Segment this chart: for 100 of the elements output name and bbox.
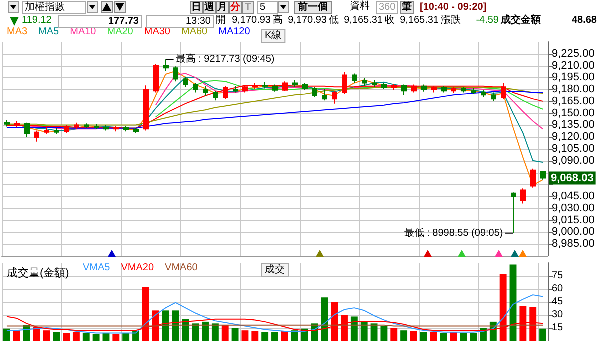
- bar: [232, 328, 239, 341]
- text: 資料: [350, 1, 371, 13]
- bar: [112, 334, 120, 341]
- y-tick-label: 9,195.00: [552, 72, 595, 84]
- text: 13:30: [146, 15, 214, 28]
- candlestick: [481, 90, 486, 98]
- text: 週: [203, 1, 216, 14]
- text: 前一個: [294, 1, 332, 14]
- text: 月: [216, 1, 229, 14]
- y-tick-label: 30: [552, 310, 564, 320]
- candlestick: [372, 80, 377, 88]
- text: 48.68: [570, 15, 597, 27]
- text: 9,165.31: [399, 15, 439, 27]
- text: [10:40 - 09:20]: [420, 2, 488, 14]
- candlestick: [421, 84, 427, 92]
- bar: [222, 325, 229, 341]
- y-tick-label: 60: [552, 284, 564, 294]
- text: 9,068.03: [551, 172, 594, 184]
- text: MA5: [38, 26, 60, 38]
- text: K線: [265, 30, 282, 42]
- candlestick: [163, 59, 169, 72]
- text: 漲跌: [441, 15, 462, 27]
- candlestick: [312, 86, 317, 98]
- bar: [92, 334, 100, 341]
- candlestick: [123, 126, 129, 132]
- candlestick: [292, 80, 298, 88]
- bar: [13, 330, 20, 341]
- y-tick-label: 9,180.00: [552, 84, 595, 96]
- candlestick: [84, 123, 89, 129]
- candlestick: [491, 92, 496, 102]
- text: MA120: [218, 26, 251, 38]
- text: 9,170.93: [287, 15, 327, 27]
- y-tick-label: 9,150.00: [552, 107, 595, 120]
- candlestick: [24, 122, 30, 138]
- candlestick: [262, 82, 268, 90]
- candlestick: [133, 128, 139, 134]
- bar: [102, 333, 110, 341]
- bar: [212, 324, 219, 341]
- bar: [281, 331, 288, 341]
- candlestick: [233, 86, 238, 94]
- y-tick-label: 9,105.00: [552, 143, 595, 155]
- text: 分: [229, 1, 242, 14]
- bar: [460, 333, 468, 341]
- text: VMA20: [121, 262, 154, 274]
- y-tick-label: 9,000.00: [552, 226, 595, 238]
- candlestick: [362, 78, 367, 87]
- y-tick-label: 9,090.00: [552, 154, 595, 167]
- y-tick-label: 9,210.00: [552, 60, 595, 72]
- candlestick: [203, 86, 208, 96]
- candlestick: [530, 168, 536, 188]
- candlestick: [34, 130, 39, 142]
- bar: [202, 322, 209, 341]
- text: 5: [257, 1, 278, 14]
- text: VMA60: [165, 262, 198, 274]
- chart-title: 成交量(金額): [7, 266, 70, 280]
- bar: [360, 322, 368, 341]
- candlestick: [352, 73, 357, 84]
- y-tick-label: 9,015.00: [552, 214, 595, 226]
- bar: [380, 326, 388, 341]
- candlestick: [272, 84, 278, 92]
- y-tick-label: 9,165.00: [552, 95, 595, 108]
- bar: [262, 332, 269, 341]
- y-tick-label: 9,135.00: [552, 119, 595, 132]
- bar: [272, 332, 278, 341]
- text: 加權指數: [22, 1, 86, 14]
- bar: [192, 324, 200, 341]
- bar: [390, 328, 398, 341]
- y-tick-label: 9,120.00: [552, 131, 595, 144]
- bar: [53, 332, 60, 341]
- text: 成交金額: [501, 15, 542, 27]
- candlestick: [103, 124, 109, 132]
- annotation: 最低 : 8998.55 (09:05): [404, 228, 504, 239]
- text: 9,170.93: [231, 15, 271, 27]
- y-tick-label: 9,030.00: [552, 202, 595, 214]
- bar: [450, 332, 458, 341]
- text: MA3: [7, 26, 28, 38]
- y-tick-label: 8,985.00: [552, 238, 595, 250]
- bar: [440, 333, 448, 341]
- y-tick-label: 75: [552, 270, 564, 282]
- y-tick-label: 15: [552, 322, 564, 334]
- bar: [410, 331, 418, 341]
- bar: [132, 331, 140, 341]
- candlestick: [441, 86, 447, 94]
- text: VMA5: [83, 262, 111, 274]
- text: -4.59: [475, 15, 499, 27]
- text: T: [242, 1, 254, 14]
- candlestick: [153, 64, 159, 94]
- text: 177.73: [58, 15, 142, 28]
- y-tick-label: 45: [552, 296, 564, 308]
- text: 9,165.31: [343, 15, 383, 27]
- candlestick: [520, 188, 526, 204]
- text: 低: [329, 15, 340, 27]
- bar: [82, 333, 90, 341]
- candlestick: [461, 86, 466, 94]
- bar: [242, 330, 249, 341]
- text: 開: [216, 15, 227, 27]
- bar: [420, 332, 428, 341]
- text: 筆: [400, 1, 414, 14]
- text: 119.12: [22, 15, 53, 27]
- candlestick: [540, 170, 546, 180]
